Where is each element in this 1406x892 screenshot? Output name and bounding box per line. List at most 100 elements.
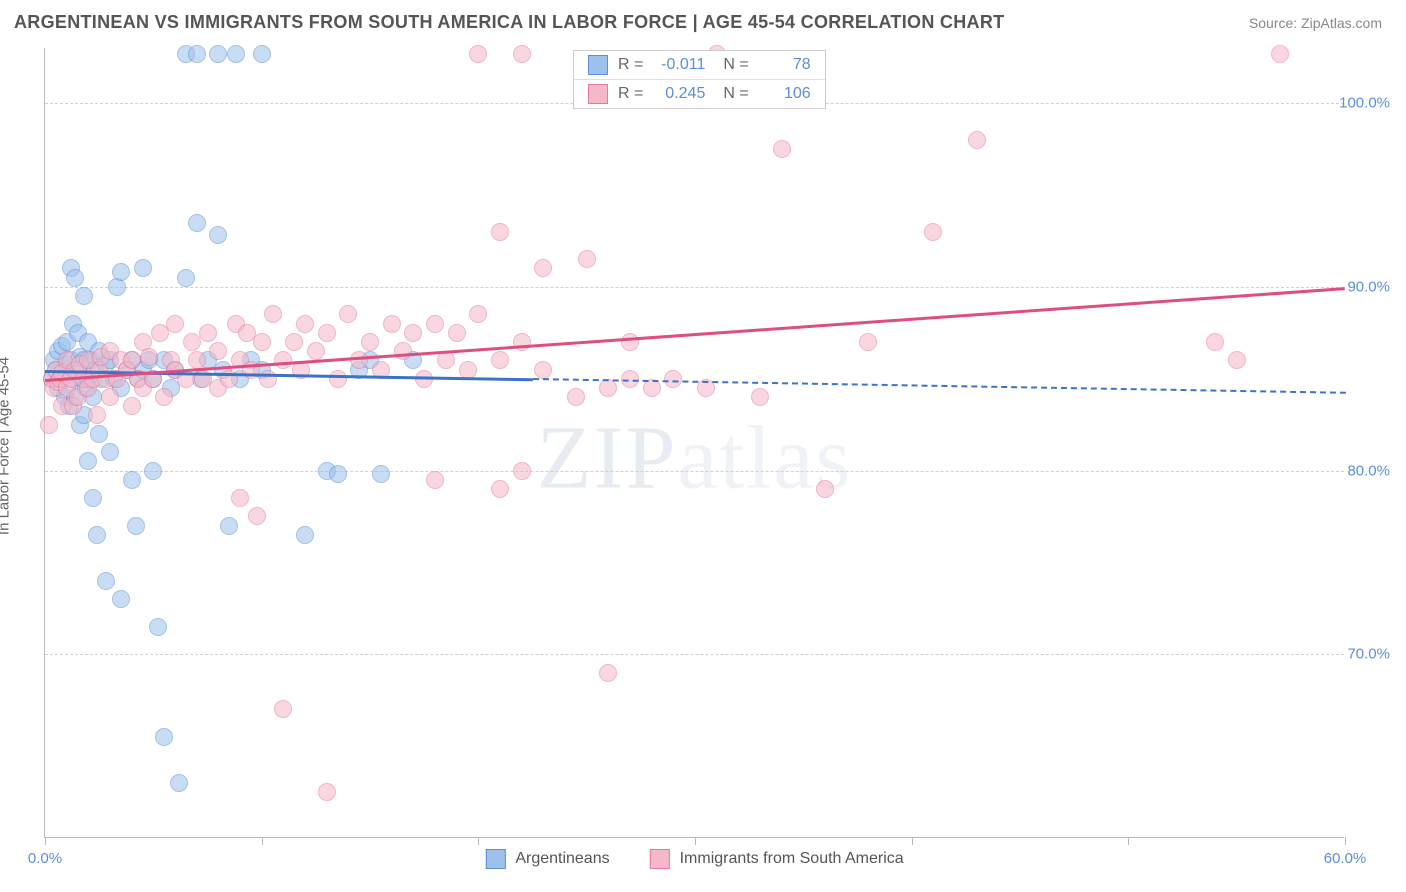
- scatter-point-immigrants: [361, 333, 379, 351]
- y-axis-label: In Labor Force | Age 45-54: [0, 357, 13, 535]
- scatter-point-immigrants: [318, 783, 336, 801]
- scatter-point-argentineans: [209, 226, 227, 244]
- stats-box: R =-0.011N =78R =0.245N =106: [573, 50, 826, 109]
- legend-bottom: Argentineans Immigrants from South Americ…: [485, 849, 903, 869]
- scatter-point-argentineans: [209, 45, 227, 63]
- scatter-point-immigrants: [1271, 45, 1289, 63]
- scatter-point-immigrants: [101, 388, 119, 406]
- scatter-point-immigrants: [209, 342, 227, 360]
- xtick-label: 0.0%: [28, 850, 62, 867]
- scatter-point-argentineans: [88, 526, 106, 544]
- scatter-point-immigrants: [285, 333, 303, 351]
- legend-label: Immigrants from South America: [680, 850, 904, 868]
- stat-r-value: -0.011: [653, 56, 705, 74]
- scatter-point-immigrants: [816, 480, 834, 498]
- plot-area: ZIPatlas 70.0%80.0%90.0%100.0%0.0%60.0%R…: [44, 48, 1344, 838]
- scatter-point-immigrants: [491, 351, 509, 369]
- xtick: [695, 837, 696, 845]
- scatter-point-immigrants: [383, 315, 401, 333]
- scatter-point-argentineans: [101, 443, 119, 461]
- scatter-point-immigrants: [264, 305, 282, 323]
- scatter-point-argentineans: [170, 774, 188, 792]
- scatter-point-argentineans: [66, 269, 84, 287]
- scatter-point-immigrants: [968, 131, 986, 149]
- scatter-point-argentineans: [97, 572, 115, 590]
- scatter-point-immigrants: [404, 324, 422, 342]
- scatter-point-immigrants: [88, 406, 106, 424]
- scatter-point-immigrants: [751, 388, 769, 406]
- stat-r-label: R =: [618, 56, 643, 74]
- scatter-point-immigrants: [459, 361, 477, 379]
- scatter-point-immigrants: [924, 223, 942, 241]
- legend-swatch: [650, 849, 670, 869]
- scatter-point-immigrants: [253, 333, 271, 351]
- scatter-point-argentineans: [84, 489, 102, 507]
- scatter-point-immigrants: [1206, 333, 1224, 351]
- scatter-point-argentineans: [220, 517, 238, 535]
- scatter-point-argentineans: [90, 425, 108, 443]
- scatter-point-immigrants: [394, 342, 412, 360]
- scatter-point-argentineans: [253, 45, 271, 63]
- scatter-point-immigrants: [123, 397, 141, 415]
- scatter-point-immigrants: [491, 223, 509, 241]
- scatter-point-argentineans: [177, 269, 195, 287]
- scatter-point-immigrants: [155, 388, 173, 406]
- plot-wrap: ZIPatlas 70.0%80.0%90.0%100.0%0.0%60.0%R…: [44, 48, 1390, 838]
- scatter-point-immigrants: [513, 45, 531, 63]
- scatter-point-immigrants: [140, 348, 158, 366]
- scatter-point-argentineans: [75, 287, 93, 305]
- scatter-point-immigrants: [859, 333, 877, 351]
- legend-swatch: [485, 849, 505, 869]
- scatter-point-argentineans: [134, 259, 152, 277]
- scatter-point-immigrants: [339, 305, 357, 323]
- scatter-point-argentineans: [155, 728, 173, 746]
- stat-n-value: 106: [759, 85, 811, 103]
- scatter-point-argentineans: [144, 462, 162, 480]
- stats-swatch: [588, 55, 608, 75]
- scatter-point-immigrants: [259, 370, 277, 388]
- scatter-point-immigrants: [199, 324, 217, 342]
- scatter-point-immigrants: [567, 388, 585, 406]
- xtick: [45, 837, 46, 845]
- scatter-point-argentineans: [188, 214, 206, 232]
- scatter-point-argentineans: [79, 452, 97, 470]
- watermark-bold: ZIP: [537, 409, 678, 508]
- scatter-point-immigrants: [350, 351, 368, 369]
- scatter-point-immigrants: [1228, 351, 1246, 369]
- stats-row-immigrants: R =0.245N =106: [574, 79, 825, 108]
- xtick: [912, 837, 913, 845]
- xtick-label: 60.0%: [1324, 850, 1367, 867]
- scatter-point-immigrants: [274, 351, 292, 369]
- scatter-point-immigrants: [166, 315, 184, 333]
- scatter-point-immigrants: [231, 489, 249, 507]
- xtick: [1128, 837, 1129, 845]
- legend-item: Immigrants from South America: [650, 849, 904, 869]
- gridline-h: [45, 471, 1344, 472]
- stat-n-label: N =: [723, 85, 748, 103]
- scatter-point-immigrants: [534, 259, 552, 277]
- xtick: [1345, 837, 1346, 845]
- scatter-point-immigrants: [534, 361, 552, 379]
- scatter-point-immigrants: [426, 315, 444, 333]
- stat-n-label: N =: [723, 56, 748, 74]
- scatter-point-immigrants: [296, 315, 314, 333]
- scatter-point-argentineans: [112, 590, 130, 608]
- scatter-point-argentineans: [127, 517, 145, 535]
- ytick-label: 70.0%: [1330, 646, 1390, 663]
- scatter-point-immigrants: [578, 250, 596, 268]
- watermark: ZIPatlas: [537, 407, 853, 510]
- scatter-point-argentineans: [112, 263, 130, 281]
- legend-label: Argentineans: [515, 850, 609, 868]
- gridline-h: [45, 287, 1344, 288]
- scatter-point-immigrants: [448, 324, 466, 342]
- scatter-point-immigrants: [318, 324, 336, 342]
- xtick: [478, 837, 479, 845]
- scatter-point-argentineans: [227, 45, 245, 63]
- scatter-point-immigrants: [469, 45, 487, 63]
- ytick-label: 80.0%: [1330, 462, 1390, 479]
- chart-header: ARGENTINEAN VS IMMIGRANTS FROM SOUTH AME…: [0, 0, 1406, 41]
- scatter-point-argentineans: [296, 526, 314, 544]
- ytick-label: 100.0%: [1330, 95, 1390, 112]
- scatter-point-immigrants: [123, 351, 141, 369]
- scatter-point-immigrants: [274, 700, 292, 718]
